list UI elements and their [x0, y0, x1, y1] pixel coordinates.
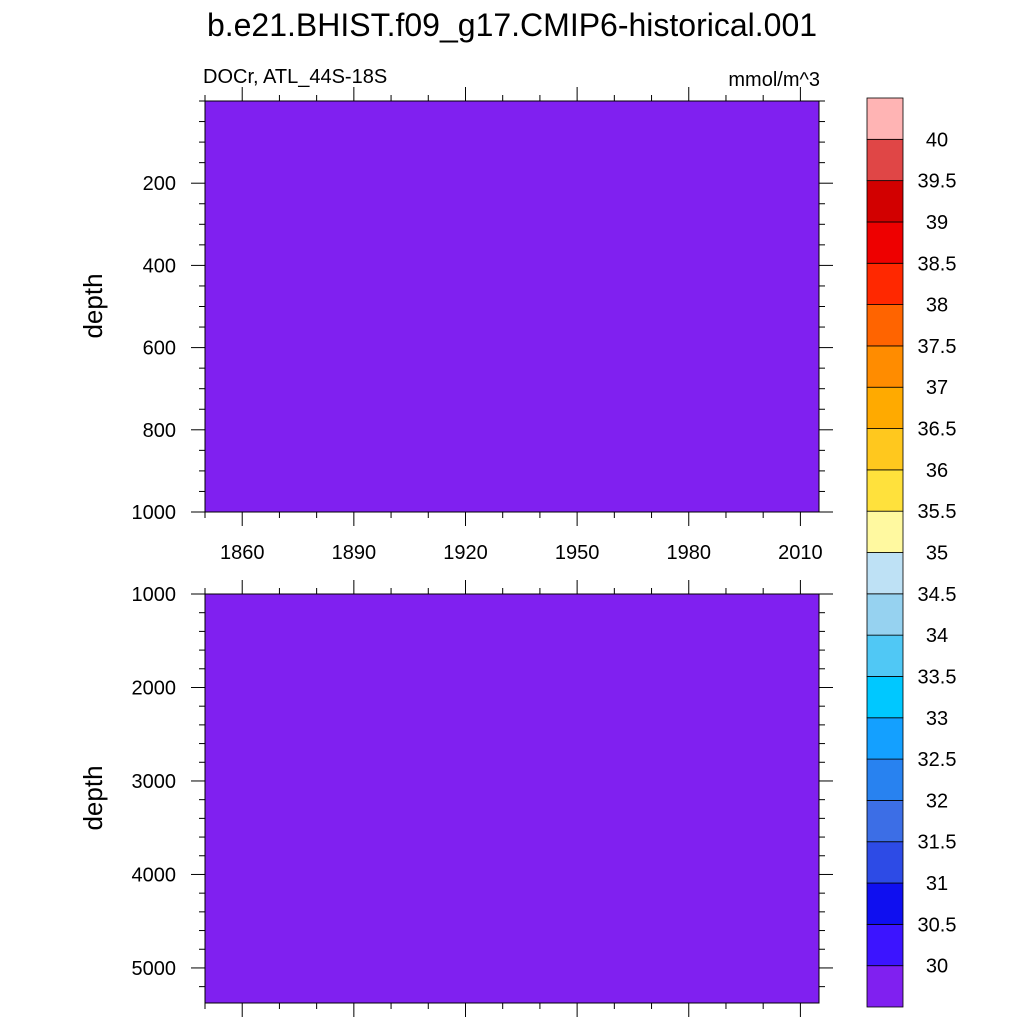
- colorbar-swatch: [866, 428, 904, 471]
- plot-area: 200 400 600 800 1000 depth 1860 1890 1920 1950 198…: [78, 87, 833, 1017]
- colorbar-swatch: [866, 965, 904, 1008]
- y-tick-label: 800: [143, 420, 176, 442]
- colorbar-swatch: [866, 758, 904, 801]
- colorbar-label: 37.5: [918, 336, 957, 358]
- panel-upper: 200 400 600 800 1000 depth 1860 1890 1920 1950 198…: [78, 87, 833, 564]
- colorbar-swatch: [866, 923, 904, 967]
- colorbar-label: 31: [926, 873, 948, 895]
- contour-fill: [205, 594, 819, 1003]
- colorbar-swatch: [866, 345, 904, 388]
- colorbar-label: 33.5: [918, 666, 957, 688]
- colorbar-label: 34.5: [918, 584, 957, 606]
- colorbar-swatch: [866, 634, 904, 677]
- colorbar-swatch: [866, 97, 904, 140]
- panel-lower: 1000 2000 3000 4000 5000 depth: [78, 580, 833, 1017]
- colorbar-label: 32.5: [918, 749, 957, 771]
- y-tick-label: 1000: [132, 584, 177, 606]
- colorbar-label: 39.5: [918, 171, 957, 193]
- colorbar-label: 38.5: [918, 253, 957, 275]
- colorbar-label: 38: [926, 295, 948, 317]
- colorbar-swatch: [866, 676, 904, 719]
- colorbar-swatch: [866, 882, 904, 925]
- y-tick-label: 1000: [132, 502, 177, 524]
- panel-frame: [204, 593, 820, 1004]
- figure-title: b.e21.BHIST.f09_g17.CMIP6-historical.001: [207, 7, 817, 43]
- x-tick-label: 1950: [555, 542, 600, 564]
- colorbar-label: 35: [926, 543, 948, 565]
- colorbar-label: 37: [926, 377, 948, 399]
- colorbar-swatch: [866, 593, 904, 636]
- colorbar-label: 39: [926, 212, 948, 234]
- colorbar-swatch: [866, 262, 904, 305]
- colorbar-swatch: [866, 304, 904, 347]
- y-tick-label: 4000: [132, 864, 177, 886]
- colorbar-label: 31.5: [918, 832, 957, 854]
- x-tick-label: 1980: [667, 542, 712, 564]
- colorbar-swatch: [866, 510, 904, 553]
- y-tick-label: 400: [143, 255, 176, 277]
- colorbar-label: 30: [926, 956, 948, 978]
- colorbar-swatch: [866, 841, 904, 884]
- contour-fill: [205, 101, 819, 512]
- y-tick-label: 200: [143, 173, 176, 195]
- y-tick-label: 3000: [132, 771, 177, 793]
- colorbar-swatch: [866, 180, 904, 223]
- x-tick-label: 1860: [220, 542, 265, 564]
- colorbar-swatch: [866, 469, 904, 512]
- y-tick-label: 2000: [132, 677, 177, 699]
- colorbar-swatch: [866, 552, 904, 595]
- colorbar-label: 32: [926, 790, 948, 812]
- x-tick-label: 1890: [332, 542, 377, 564]
- colorbar-swatch: [866, 386, 904, 429]
- colorbar-label: 36.5: [918, 419, 957, 441]
- colorbar-label: 30.5: [918, 914, 957, 936]
- variable-region-label: DOCr, ATL_44S-18S: [203, 66, 387, 88]
- colorbar-label: 36: [926, 460, 948, 482]
- y-axis-label: depth: [78, 273, 108, 338]
- x-tick-label: 2010: [778, 542, 823, 564]
- x-tick-label: 1920: [443, 542, 488, 564]
- y-tick-label: 600: [143, 338, 176, 360]
- colorbar-label: 33: [926, 708, 948, 730]
- y-tick-label: 5000: [132, 958, 177, 980]
- colorbar-label: 40: [926, 129, 948, 151]
- units-label: mmol/m^3: [728, 69, 820, 91]
- y-axis-label: depth: [78, 765, 108, 830]
- colorbar-label: 35.5: [918, 501, 957, 523]
- colorbar: 30 30.5 31 31.5 32 32.5 33 33.5 34 34.5 35 35.5 36 36…: [866, 97, 957, 1008]
- colorbar-swatch: [866, 717, 904, 760]
- colorbar-swatch: [866, 800, 904, 843]
- colorbar-label: 34: [926, 625, 948, 647]
- colorbar-swatch: [866, 221, 904, 264]
- colorbar-swatch: [866, 138, 904, 182]
